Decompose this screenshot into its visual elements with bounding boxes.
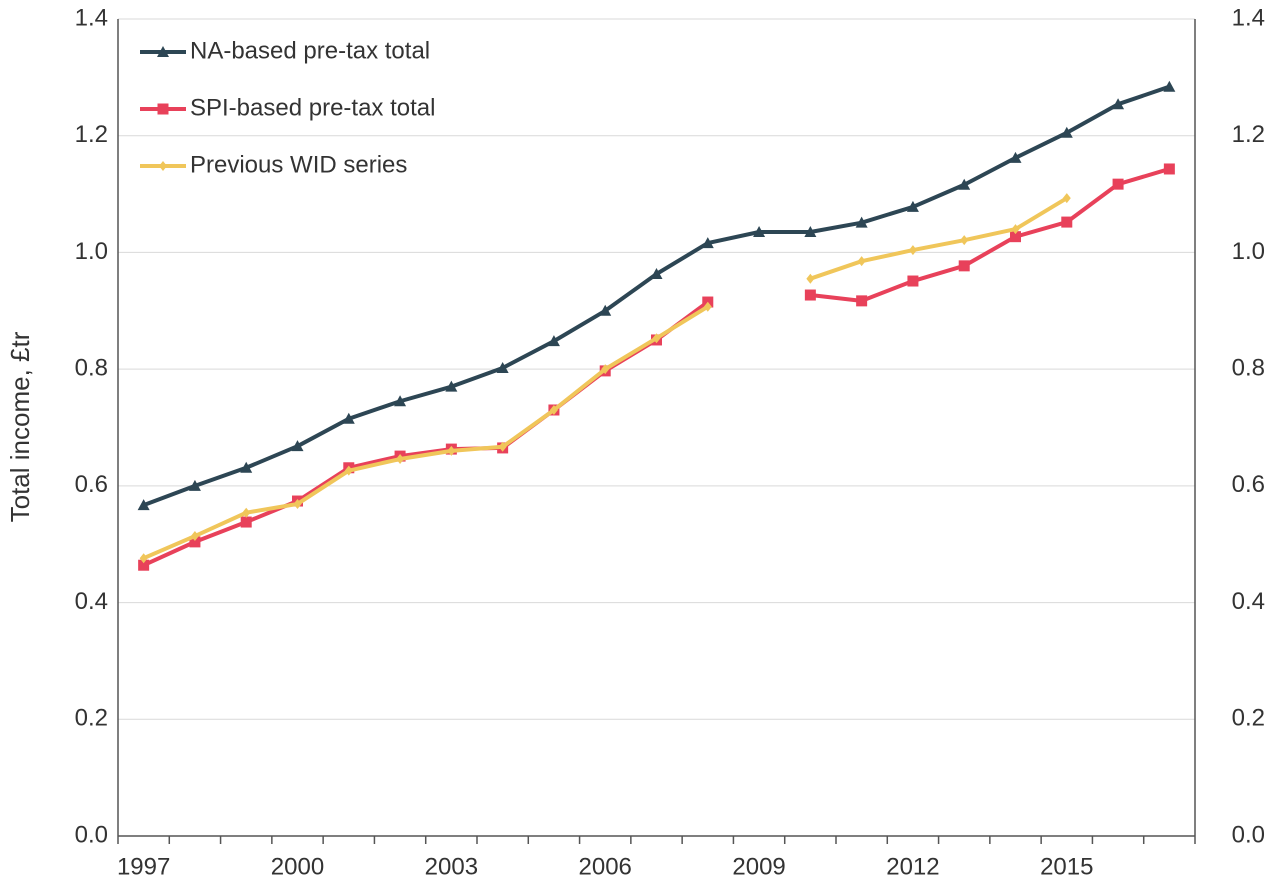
data-point (806, 273, 815, 284)
data-point (652, 333, 661, 344)
y-tick-label: 0.8 (75, 354, 108, 381)
y-tick-label: 1.2 (75, 121, 108, 148)
y-tick-label: 0.2 (75, 705, 108, 732)
y2-tick-label: 1.4 (1232, 4, 1265, 31)
y2-tick-label: 0.6 (1232, 471, 1265, 498)
data-point (291, 440, 304, 452)
data-point (445, 380, 458, 392)
data-point (599, 304, 612, 316)
y-axis-title: Total income, £tr (5, 331, 35, 522)
x-tick-label: 2015 (1040, 853, 1093, 880)
data-point (1009, 151, 1022, 163)
data-point (1062, 193, 1071, 204)
data-point (547, 335, 560, 347)
data-point (138, 559, 150, 571)
data-point (753, 226, 766, 238)
data-point (1163, 163, 1175, 175)
data-point (394, 395, 407, 407)
data-point (703, 301, 712, 312)
y-tick-label: 1.0 (75, 238, 108, 265)
data-point (1163, 80, 1176, 92)
y2-tick-label: 1.2 (1232, 121, 1265, 148)
data-point (293, 498, 302, 509)
data-point (1010, 231, 1021, 243)
data-point (498, 441, 507, 452)
y-tick-label: 1.4 (75, 4, 108, 31)
data-point (908, 245, 917, 256)
data-point (907, 275, 919, 287)
data-point (804, 289, 816, 301)
data-point (188, 479, 201, 491)
legend-marker (157, 46, 169, 57)
data-point (447, 445, 456, 456)
legend-marker (157, 103, 169, 115)
data-point (958, 178, 971, 190)
legend-marker (159, 161, 167, 171)
y2-tick-label: 1.0 (1232, 238, 1265, 265)
data-point (342, 412, 355, 424)
legend-label: Previous WID series (190, 151, 407, 178)
y2-tick-label: 0.2 (1232, 705, 1265, 732)
data-point (396, 454, 405, 465)
data-point (1060, 126, 1073, 138)
data-point (240, 516, 252, 528)
data-point (1011, 224, 1020, 235)
data-point (344, 465, 353, 476)
data-point (958, 260, 970, 272)
series-line (142, 196, 1068, 561)
data-point (1112, 178, 1124, 190)
data-point (1112, 98, 1125, 110)
y2-tick-label: 0.0 (1232, 821, 1265, 848)
legend-label: NA-based pre-tax total (190, 37, 430, 64)
data-point (855, 216, 868, 228)
x-tick-label: 2006 (579, 853, 632, 880)
data-point (240, 461, 253, 473)
y2-tick-label: 0.8 (1232, 354, 1265, 381)
y2-tick-label: 0.4 (1232, 588, 1265, 615)
data-point (549, 404, 558, 415)
x-tick-label: 1997 (117, 853, 170, 880)
legend-label: SPI-based pre-tax total (190, 94, 435, 121)
data-point (701, 237, 714, 249)
data-point (857, 256, 866, 267)
data-point (804, 226, 817, 238)
data-point (190, 531, 199, 542)
data-point (189, 536, 201, 548)
data-point (1061, 216, 1073, 228)
data-point (139, 553, 148, 564)
y-tick-label: 0.6 (75, 471, 108, 498)
y-tick-label: 0.0 (75, 821, 108, 848)
data-point (496, 361, 509, 373)
data-point (856, 295, 868, 307)
x-tick-label: 2009 (732, 853, 785, 880)
x-tick-label: 2003 (425, 853, 478, 880)
x-tick-label: 2000 (271, 853, 324, 880)
data-point (242, 507, 251, 518)
data-point (601, 364, 610, 375)
x-tick-label: 2012 (886, 853, 939, 880)
data-point (960, 235, 969, 246)
y-tick-label: 0.4 (75, 588, 108, 615)
data-point (650, 268, 663, 280)
data-point (906, 200, 919, 212)
data-point (137, 499, 150, 511)
